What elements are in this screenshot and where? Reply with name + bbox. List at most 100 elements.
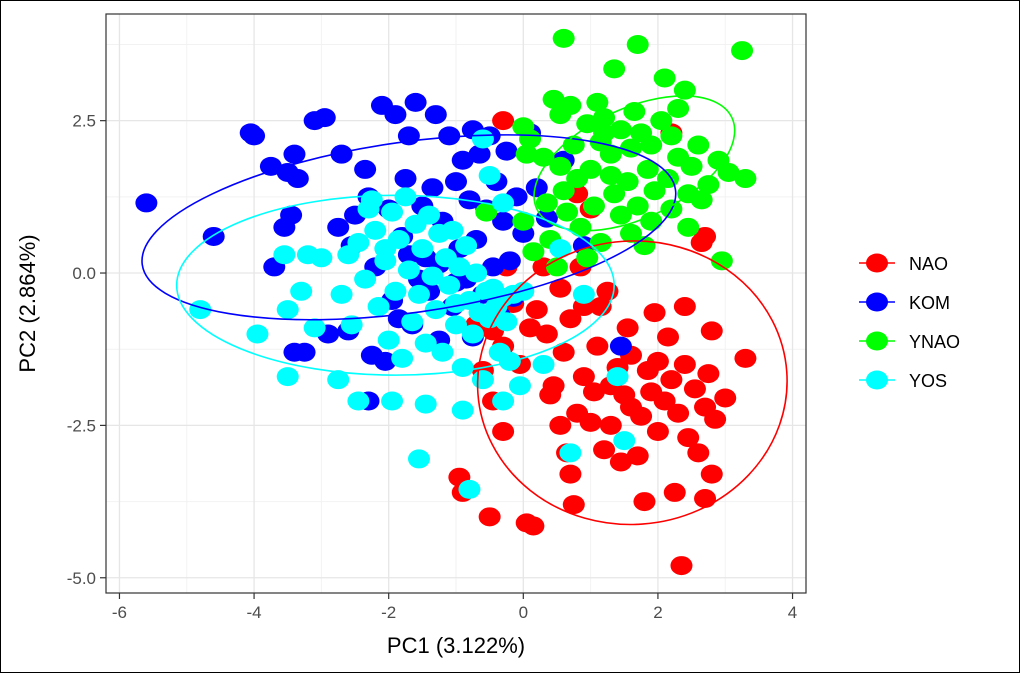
data-point-yos [377, 330, 400, 350]
legend: NAO KOM YNAO YOS [859, 253, 960, 391]
data-point-yos [303, 318, 326, 338]
data-point-yos [461, 324, 484, 344]
data-point-ynao [515, 144, 538, 164]
data-point-nao [704, 409, 727, 429]
x-axis-title: PC1 (3.122%) [387, 633, 525, 658]
data-point-yos [364, 220, 387, 240]
data-point-nao [599, 415, 622, 435]
data-point-ynao [717, 162, 740, 182]
data-point-ynao [593, 123, 616, 143]
data-point-yos [391, 348, 414, 368]
data-point-nao [593, 440, 616, 460]
data-point-ynao [687, 135, 710, 155]
data-point-nao [673, 354, 696, 374]
data-point-nao [535, 324, 558, 344]
data-point-yos [441, 220, 464, 240]
data-point-nao [519, 318, 542, 338]
data-point-ynao [616, 172, 639, 192]
data-point-yos [384, 281, 407, 301]
data-point-nao [667, 403, 690, 423]
data-point-nao [714, 388, 737, 408]
x-tick-label: -2 [381, 603, 396, 622]
x-tick-label: 0 [519, 603, 528, 622]
data-point-yos [357, 199, 380, 219]
gridlines [106, 14, 806, 593]
data-point-yos [381, 391, 404, 411]
data-point-kom [468, 144, 491, 164]
data-point-kom [354, 159, 377, 179]
data-point-nao [525, 300, 548, 320]
data-point-ynao [643, 181, 666, 201]
data-point-ynao [582, 196, 605, 216]
data-point-yos [367, 297, 390, 317]
data-point-yos [508, 376, 531, 396]
data-point-kom [424, 105, 447, 125]
data-point-nao [677, 428, 700, 448]
data-point-kom [525, 178, 548, 198]
data-point-yos [549, 239, 572, 259]
data-point-nao [700, 321, 723, 341]
legend-marker [866, 370, 888, 390]
y-tick-label: 0.0 [72, 264, 96, 283]
legend-item-yos: YOS [859, 370, 947, 391]
data-point-nao [633, 492, 656, 512]
data-point-yos [532, 354, 555, 374]
data-point-ynao [589, 233, 612, 253]
data-point-yos [451, 400, 474, 420]
series-yos-points [189, 129, 636, 499]
data-point-ynao [552, 181, 575, 201]
x-tick-label: 2 [653, 603, 662, 622]
data-point-nao [673, 297, 696, 317]
data-point-nao [660, 370, 683, 390]
legend-label: NAO [909, 254, 948, 274]
data-point-ynao [626, 196, 649, 216]
data-point-kom [202, 226, 225, 246]
data-point-nao [687, 443, 710, 463]
data-point-ynao [603, 59, 626, 79]
data-point-ynao [609, 205, 632, 225]
data-point-ynao [680, 156, 703, 176]
data-point-nao [492, 421, 515, 441]
data-point-ynao [535, 193, 558, 213]
data-point-yos [478, 166, 501, 186]
data-point-nao [552, 342, 575, 362]
y-axis-title: PC2 (2.864%) [15, 234, 40, 372]
legend-marker [866, 253, 888, 273]
axes: -6 -4 -2 0 2 4 -5.0 -2.5 0.0 2.5 [67, 13, 807, 622]
data-point-ynao [576, 114, 599, 134]
legend-item-kom: KOM [859, 292, 950, 313]
data-point-yos [374, 239, 397, 259]
data-point-ynao [512, 211, 535, 231]
data-point-kom [404, 92, 427, 112]
data-point-ynao [636, 159, 659, 179]
data-point-ynao [710, 251, 733, 271]
data-point-yos [330, 284, 353, 304]
data-point-ynao [603, 184, 626, 204]
data-point-ynao [566, 169, 589, 189]
data-point-nao [683, 379, 706, 399]
data-point-ynao [620, 223, 642, 243]
data-point-kom [259, 156, 282, 176]
data-point-kom [482, 257, 505, 277]
data-point-yos [340, 315, 363, 335]
confidence-ellipse-ynao [533, 95, 736, 232]
data-point-ynao [532, 147, 555, 167]
data-point-nao [734, 348, 757, 368]
data-point-yos [465, 263, 488, 283]
data-point-kom [492, 211, 515, 231]
legend-marker [866, 331, 888, 351]
legend-item-ynao: YNAO [859, 331, 960, 352]
data-point-yos [189, 300, 212, 320]
data-point-nao [589, 297, 612, 317]
data-point-ynao [599, 166, 622, 186]
data-point-kom [313, 108, 336, 128]
data-point-nao [559, 309, 582, 329]
data-point-kom [498, 251, 521, 271]
data-point-yos [246, 324, 269, 344]
data-point-nao [670, 556, 693, 576]
data-point-ynao [667, 98, 690, 118]
data-point-kom [283, 144, 306, 164]
data-point-yos [559, 443, 582, 463]
data-point-kom [243, 126, 266, 146]
data-point-yos [407, 284, 430, 304]
